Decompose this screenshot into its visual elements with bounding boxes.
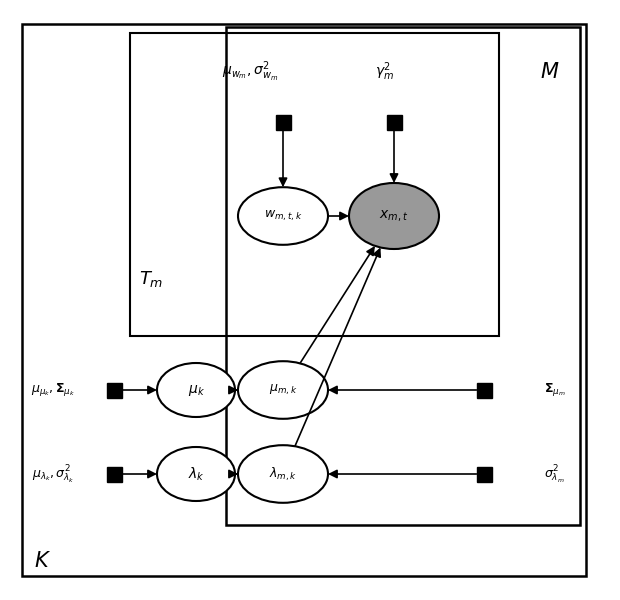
- Text: $\mu_{m,k}$: $\mu_{m,k}$: [268, 383, 297, 397]
- Bar: [275, 115, 291, 130]
- Ellipse shape: [157, 363, 235, 417]
- Bar: [477, 467, 492, 481]
- Ellipse shape: [238, 445, 328, 503]
- Ellipse shape: [238, 187, 328, 245]
- Bar: [107, 383, 123, 398]
- Text: $w_{m,t,k}$: $w_{m,t,k}$: [264, 209, 303, 223]
- Text: $x_{m,t}$: $x_{m,t}$: [379, 208, 409, 223]
- Text: $\mu_k$: $\mu_k$: [187, 383, 205, 397]
- Text: $K$: $K$: [35, 551, 51, 571]
- Text: $\sigma^2_{\lambda_m}$: $\sigma^2_{\lambda_m}$: [544, 463, 565, 485]
- Text: $\lambda_{m,k}$: $\lambda_{m,k}$: [269, 466, 297, 482]
- Text: $\lambda_k$: $\lambda_k$: [188, 466, 205, 482]
- Text: $T_m$: $T_m$: [139, 269, 163, 289]
- Ellipse shape: [349, 183, 439, 249]
- Text: $M$: $M$: [540, 62, 560, 82]
- Bar: [386, 115, 402, 130]
- Text: $\mathbf{\Sigma}_{\mu_m}$: $\mathbf{\Sigma}_{\mu_m}$: [544, 382, 566, 398]
- Bar: [226, 27, 580, 525]
- Text: $\gamma^2_m$: $\gamma^2_m$: [376, 61, 394, 83]
- Bar: [107, 467, 123, 481]
- Text: $\mu_{w_m}, \sigma^2_{w_m}$: $\mu_{w_m}, \sigma^2_{w_m}$: [222, 60, 278, 84]
- Ellipse shape: [157, 447, 235, 501]
- Text: $\mu_{\mu_k}, \mathbf{\Sigma}_{\mu_k}$: $\mu_{\mu_k}, \mathbf{\Sigma}_{\mu_k}$: [31, 382, 75, 398]
- Bar: [130, 33, 499, 336]
- Text: $\mu_{\lambda_k}, \sigma^2_{\lambda_k}$: $\mu_{\lambda_k}, \sigma^2_{\lambda_k}$: [32, 463, 74, 485]
- Ellipse shape: [238, 361, 328, 419]
- Bar: [477, 383, 492, 398]
